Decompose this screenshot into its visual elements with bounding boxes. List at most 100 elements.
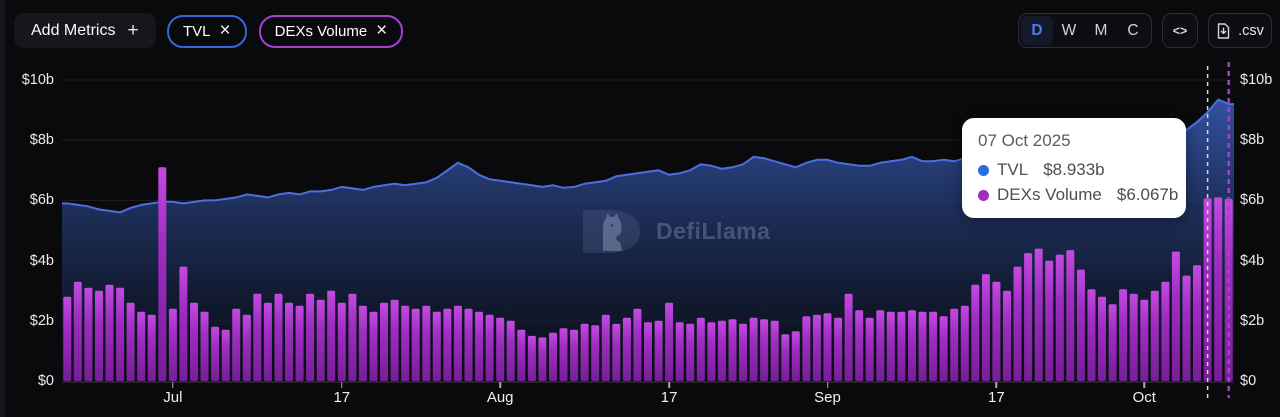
series-color-dot [978, 189, 989, 201]
y-axis-label-right: $4b [1240, 252, 1265, 269]
dex-volume-bar [760, 319, 769, 381]
dex-volume-bar [274, 293, 283, 381]
dex-volume-bar [464, 308, 473, 381]
dex-volume-bar [834, 317, 843, 381]
dex-volume-bar [168, 308, 177, 381]
dex-volume-bar [981, 274, 990, 381]
dex-volume-bar [1087, 289, 1096, 381]
remove-metric-icon[interactable]: × [219, 20, 231, 41]
dex-volume-bar [865, 317, 874, 381]
tooltip-row-tvl: TVL $8.933b [978, 160, 1170, 180]
dex-volume-bar [84, 287, 93, 381]
dex-volume-bar [116, 287, 125, 381]
dex-volume-bar [1034, 248, 1043, 381]
x-axis-tick [668, 382, 670, 388]
dex-volume-bar [1203, 198, 1212, 381]
remove-metric-icon[interactable]: × [376, 20, 388, 41]
add-metrics-button[interactable]: Add Metrics + [14, 13, 156, 48]
dex-volume-bar [612, 323, 621, 381]
embed-code-icon: <> [1172, 23, 1188, 38]
dex-volume-bar [211, 326, 220, 381]
interval-button-c[interactable]: C [1117, 16, 1149, 45]
tooltip-series-value: $6.067b [1116, 185, 1179, 204]
dex-volume-bar [749, 317, 758, 381]
dex-volume-bar [432, 311, 441, 381]
add-metrics-label: Add Metrics [31, 21, 116, 39]
dex-volume-bar [971, 284, 980, 381]
dex-volume-bar [475, 311, 484, 381]
panel-left-edge [0, 0, 5, 417]
dex-volume-bar [802, 316, 811, 381]
dex-volume-bar [1150, 290, 1159, 381]
dex-volume-bar [739, 323, 747, 381]
y-axis-label-left: $4b [29, 252, 54, 269]
dex-volume-bar [644, 322, 652, 381]
embed-button[interactable]: <> [1162, 13, 1198, 48]
dex-volume-bar [485, 314, 494, 381]
dex-volume-bar [369, 311, 378, 381]
dex-volume-bar [390, 299, 399, 381]
dex-volume-bar [242, 314, 251, 381]
dex-volume-bar [1098, 296, 1106, 381]
dex-volume-bar [570, 329, 579, 381]
dex-volume-bar [538, 337, 547, 381]
csv-label: .csv [1238, 22, 1264, 39]
dex-volume-bar [263, 302, 272, 381]
y-axis-label-left: $8b [29, 132, 54, 149]
chart-tooltip: 07 Oct 2025 TVL $8.933b DEXs Volume $6.067b [962, 118, 1186, 218]
metric-pill-dexs-volume[interactable]: DEXs Volume × [258, 15, 404, 48]
interval-button-m[interactable]: M [1085, 16, 1117, 45]
x-axis-tick [1143, 382, 1146, 388]
x-axis-tick [172, 382, 174, 388]
dex-volume-bar [358, 305, 367, 382]
dex-volume-bar [1193, 265, 1201, 381]
interval-button-d[interactable]: D [1021, 16, 1053, 45]
dex-volume-bar [1013, 266, 1022, 381]
dex-volume-bar [73, 281, 82, 381]
y-axis-label-left: $0 [37, 373, 54, 389]
dex-volume-bar [812, 314, 821, 381]
tooltip-series-name: TVL [997, 160, 1029, 179]
dex-volume-bar [1055, 254, 1064, 381]
dex-volume-bar [897, 311, 906, 381]
dex-volume-bar [422, 305, 431, 382]
download-csv-button[interactable]: .csv [1208, 13, 1272, 48]
metric-pill-tvl[interactable]: TVL × [167, 15, 247, 48]
dex-volume-bar [137, 311, 146, 381]
dex-volume-bar [559, 328, 568, 381]
dex-volume-bar [316, 299, 325, 381]
x-axis-label: Jul [163, 389, 183, 406]
dex-volume-bar [633, 308, 642, 381]
dex-volume-bar [886, 311, 895, 381]
y-axis-label-right: $8b [1240, 132, 1265, 149]
dex-volume-bar [190, 302, 198, 381]
x-axis-label: 17 [333, 389, 351, 406]
tooltip-series-name: DEXs Volume [997, 185, 1102, 204]
dex-volume-bar [63, 296, 72, 381]
x-axis-tick [341, 382, 343, 388]
dex-volume-bar [960, 305, 969, 382]
dex-volume-bar [401, 305, 410, 382]
dex-volume-bar [1214, 197, 1223, 381]
dex-volume-bar [855, 310, 864, 381]
dex-volume-bar [1129, 293, 1138, 381]
y-axis-label-right: $6b [1240, 192, 1265, 209]
dex-volume-bar [770, 320, 779, 381]
dex-volume-bar [337, 302, 346, 381]
interval-button-w[interactable]: W [1053, 16, 1085, 45]
dex-volume-bar [306, 293, 315, 381]
dex-volume-bar [158, 167, 167, 381]
dex-volume-bar [95, 290, 103, 381]
x-axis-label: Aug [486, 389, 514, 406]
dex-volume-bar [622, 317, 631, 381]
dex-volume-bar [929, 311, 938, 381]
x-axis-tick [995, 382, 998, 388]
dex-volume-bar [549, 332, 557, 381]
dex-volume-bar [992, 281, 1001, 381]
dex-volume-bar [791, 331, 800, 381]
x-axis-label: Oct [1132, 389, 1156, 406]
dex-volume-bar [591, 325, 600, 381]
dex-volume-bar [295, 305, 304, 382]
dex-volume-bar [348, 293, 357, 381]
